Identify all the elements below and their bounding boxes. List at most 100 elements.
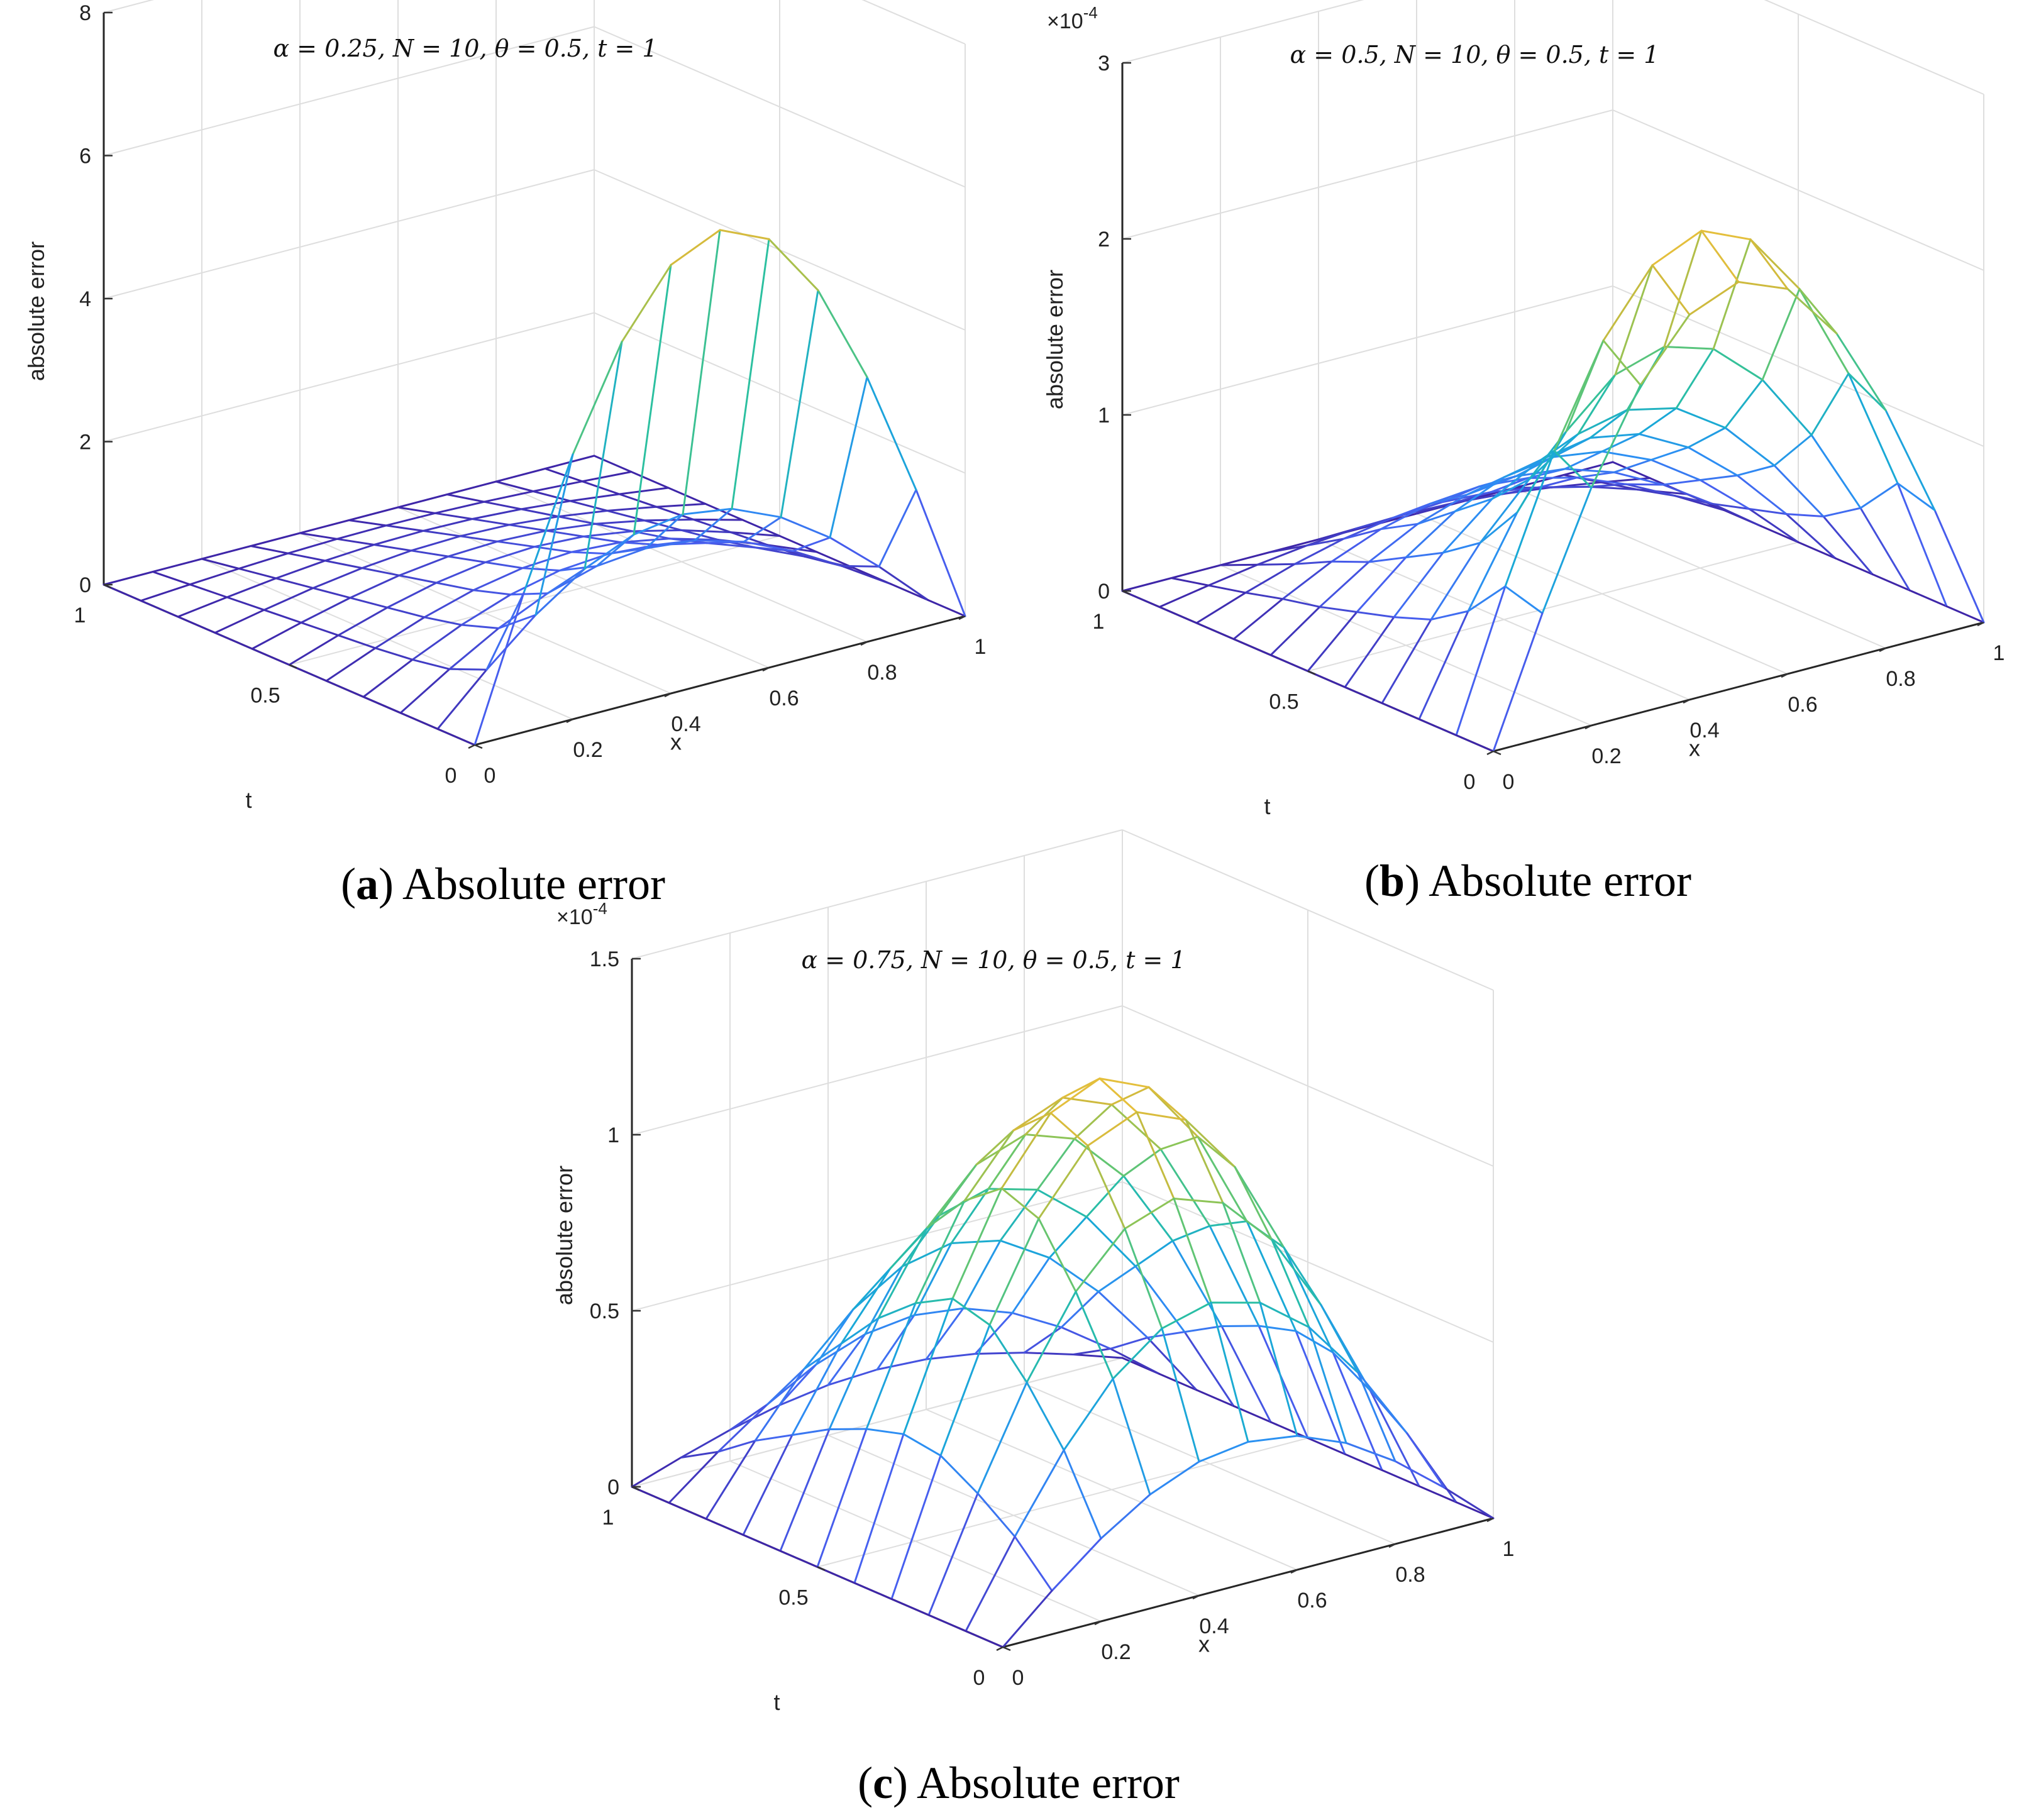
mesh-edge — [974, 1352, 1026, 1355]
mesh-edge — [557, 509, 609, 518]
mesh-edge — [890, 583, 929, 601]
mesh-edge — [1761, 378, 1813, 436]
mesh-edge — [1075, 1227, 1126, 1293]
mesh-edge — [495, 480, 534, 492]
mesh-edge — [1222, 1201, 1261, 1304]
z-scale-factor: ×10-4 — [1047, 3, 1098, 33]
y-tick-mark — [1493, 750, 1501, 756]
mesh-edge — [1381, 1469, 1420, 1487]
mesh-edge — [1320, 1304, 1359, 1374]
mesh-edge — [1259, 1301, 1310, 1328]
mesh-edge — [544, 468, 583, 483]
mesh-edge — [791, 1342, 843, 1437]
z-tick-label: 1.5 — [590, 947, 619, 971]
grid-line — [1122, 829, 1494, 991]
mesh-edge — [680, 1450, 719, 1459]
mesh-edge — [362, 658, 414, 698]
mesh-edge — [1024, 1133, 1076, 1140]
mesh-edge — [667, 487, 707, 505]
mesh-edge — [1110, 1103, 1162, 1150]
mesh-edge — [275, 560, 326, 580]
mesh-edge — [1124, 1198, 1175, 1230]
mesh-edge — [1553, 339, 1605, 452]
mesh-edge — [1552, 450, 1603, 458]
z-axis-label: absolute error — [1042, 270, 1068, 409]
mesh-edge — [1368, 522, 1419, 563]
mesh-edge — [1256, 544, 1308, 566]
z-tick-label: 3 — [1098, 52, 1110, 75]
mesh-edge — [828, 1317, 880, 1430]
mesh-edge — [386, 606, 426, 619]
mesh-edge — [1026, 1291, 1077, 1384]
mesh-edge — [1625, 483, 1664, 486]
mesh-edge — [1330, 528, 1382, 563]
mesh-edge — [423, 616, 463, 626]
mesh-edge — [914, 1200, 966, 1304]
mesh-edge — [792, 536, 831, 552]
x-tick-mark — [1388, 1543, 1396, 1548]
z-tick-label: 2 — [79, 431, 91, 455]
mesh-edge — [1124, 1227, 1163, 1330]
mesh-edge — [300, 621, 340, 637]
mesh-edge — [890, 1454, 942, 1600]
grid-line — [631, 1357, 1123, 1487]
mesh-edge — [1293, 538, 1345, 565]
mesh-edge — [866, 376, 917, 491]
z-tick-label: 0 — [79, 573, 91, 597]
mesh-edge — [1711, 502, 1762, 527]
mesh-edge — [803, 1308, 854, 1370]
mesh-edge — [1835, 333, 1887, 411]
mesh-edge — [1576, 477, 1627, 485]
mesh-edge — [472, 589, 512, 596]
mesh-edge — [865, 1428, 905, 1435]
mesh-edge — [1760, 525, 1800, 543]
mesh-edge — [201, 558, 240, 570]
mesh-edge — [840, 1267, 892, 1345]
mesh-edge — [152, 571, 191, 586]
mesh-edge — [1098, 1078, 1150, 1088]
x-tick-label: 0 — [484, 764, 496, 788]
grid-line — [861, 0, 966, 45]
mesh-edge — [1023, 1352, 1075, 1355]
mesh-edge — [1736, 474, 1788, 516]
mesh-edge — [1085, 1216, 1137, 1267]
y-tick-label: 0 — [973, 1666, 985, 1690]
mesh-edge — [572, 341, 623, 456]
x-axis-label: x — [670, 729, 682, 755]
mesh-edge — [1259, 1301, 1298, 1437]
mesh-edge — [1012, 1096, 1064, 1132]
mesh-edge — [374, 647, 414, 661]
mesh-edge — [300, 597, 351, 624]
z-tick-label: 4 — [79, 287, 91, 311]
y-tick-mark — [817, 1566, 826, 1571]
mesh-edge — [1601, 450, 1652, 461]
mesh-edge — [373, 544, 412, 552]
mesh-edge — [374, 616, 426, 649]
mesh-edge — [1516, 449, 1556, 514]
mesh-edge — [1014, 1449, 1065, 1538]
mesh-edge — [1394, 1460, 1446, 1489]
mesh-edge — [644, 539, 696, 549]
mesh-edge — [852, 1267, 892, 1311]
mesh-edge — [1651, 229, 1703, 267]
mesh-edge — [1100, 1493, 1151, 1540]
mesh-edge — [1049, 1111, 1089, 1147]
mesh-edge — [913, 1307, 965, 1316]
mesh-edge — [1183, 1331, 1235, 1407]
mesh-edge — [1405, 510, 1456, 559]
mesh-edge — [448, 668, 488, 671]
mesh-edge — [607, 547, 647, 555]
mesh-edge — [742, 1434, 794, 1536]
mesh-edge — [1613, 471, 1664, 486]
mesh-edge — [1222, 1201, 1273, 1241]
mesh-edge — [1356, 556, 1407, 613]
grid-line — [1122, 285, 1613, 416]
mesh-edge — [1466, 476, 1505, 496]
mesh-edge — [766, 544, 818, 553]
mesh-edge — [485, 592, 525, 671]
mesh-edge — [1406, 1432, 1446, 1489]
mesh-edge — [1589, 433, 1640, 439]
mesh-edge — [1208, 1220, 1248, 1227]
